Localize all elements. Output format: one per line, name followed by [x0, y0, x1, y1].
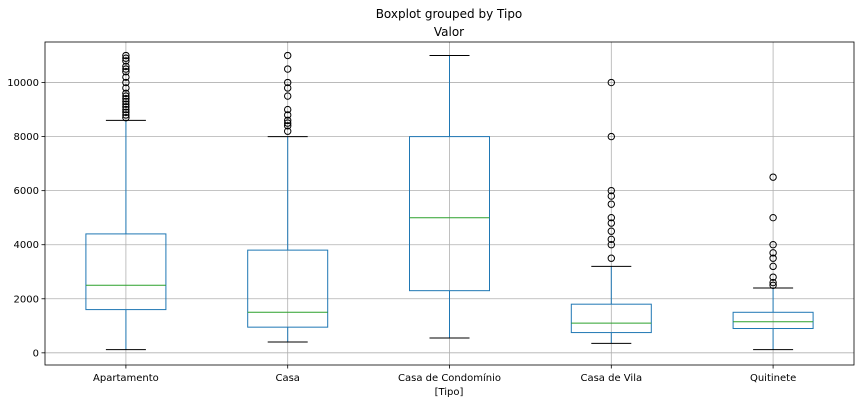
outlier-point	[607, 213, 615, 222]
outlier-point	[769, 281, 777, 289]
chart-title: Valor	[434, 25, 464, 39]
x-tick-label: Casa	[275, 373, 299, 384]
outlier-point	[122, 97, 130, 106]
chart-suptitle: Boxplot grouped by Tipo	[376, 7, 523, 21]
x-tick-label: Casa de Condomínio	[398, 372, 501, 384]
outlier-point	[284, 78, 292, 87]
outlier-point	[284, 51, 292, 60]
outlier-point	[769, 249, 777, 257]
outlier-point	[769, 273, 777, 281]
outlier-point	[769, 254, 777, 262]
outlier-point	[607, 235, 615, 244]
outlier-point	[122, 108, 130, 116]
outlier-point	[122, 103, 130, 111]
outlier-point	[122, 62, 130, 71]
outlier-point	[607, 254, 615, 262]
y-tick-label: 6000	[14, 186, 39, 197]
outlier-point	[122, 78, 130, 87]
outlier-point	[284, 105, 292, 114]
outlier-point	[284, 84, 292, 92]
box-iqr	[570, 303, 652, 334]
outlier-point	[607, 132, 615, 141]
box-iqr	[85, 233, 167, 311]
outlier-point	[769, 278, 777, 287]
outlier-point	[607, 241, 615, 249]
outlier-point	[122, 57, 130, 65]
outlier-point	[769, 213, 777, 222]
outlier-point	[607, 192, 615, 200]
outlier-point	[607, 227, 615, 235]
box-group	[570, 78, 652, 344]
box-group	[732, 173, 814, 351]
outlier-point	[122, 65, 130, 73]
outlier-point	[284, 116, 292, 125]
y-tick-label: 2000	[14, 294, 39, 305]
y-tick-label: 8000	[14, 132, 39, 143]
outlier-point	[122, 54, 130, 62]
outlier-point	[122, 111, 130, 119]
x-tick-label: Quitinete	[750, 373, 796, 384]
box-group	[85, 51, 167, 351]
outlier-point	[122, 105, 130, 114]
y-tick-label: 4000	[14, 240, 39, 251]
outlier-point	[122, 100, 130, 108]
outlier-point	[607, 78, 615, 87]
outlier-point	[769, 262, 777, 271]
outlier-point	[122, 68, 130, 76]
outlier-point	[122, 84, 130, 92]
outlier-point	[122, 89, 130, 98]
outlier-point	[284, 111, 292, 119]
axis-ticks: 0 2000 4000 6000 8000 10000 Apartamento Casa Cas…	[7, 78, 796, 384]
y-tick-label: 10000	[7, 78, 39, 89]
boxes-layer	[85, 51, 814, 351]
outlier-point	[607, 200, 615, 208]
outlier-point	[607, 186, 615, 195]
outlier-point	[122, 73, 130, 81]
box-group	[247, 51, 329, 343]
outlier-point	[122, 113, 130, 122]
y-tick-label: 0	[33, 348, 39, 359]
outlier-point	[284, 92, 292, 100]
outlier-point	[769, 241, 777, 249]
box-group	[409, 55, 490, 339]
outlier-point	[769, 173, 777, 181]
x-tick-label: Apartamento	[93, 373, 159, 384]
outlier-point	[607, 219, 615, 227]
outlier-point	[122, 51, 130, 60]
outlier-point	[284, 127, 292, 135]
outlier-point	[122, 95, 130, 103]
box-iqr	[247, 249, 329, 328]
outlier-point	[284, 119, 292, 127]
box-iqr	[732, 311, 814, 330]
x-tick-label: Casa de Vila	[580, 373, 642, 384]
box-iqr	[409, 136, 490, 292]
x-axis-label: [Tipo]	[435, 387, 464, 398]
outlier-point	[122, 92, 130, 100]
outlier-point	[284, 65, 292, 73]
outlier-point	[284, 122, 292, 130]
